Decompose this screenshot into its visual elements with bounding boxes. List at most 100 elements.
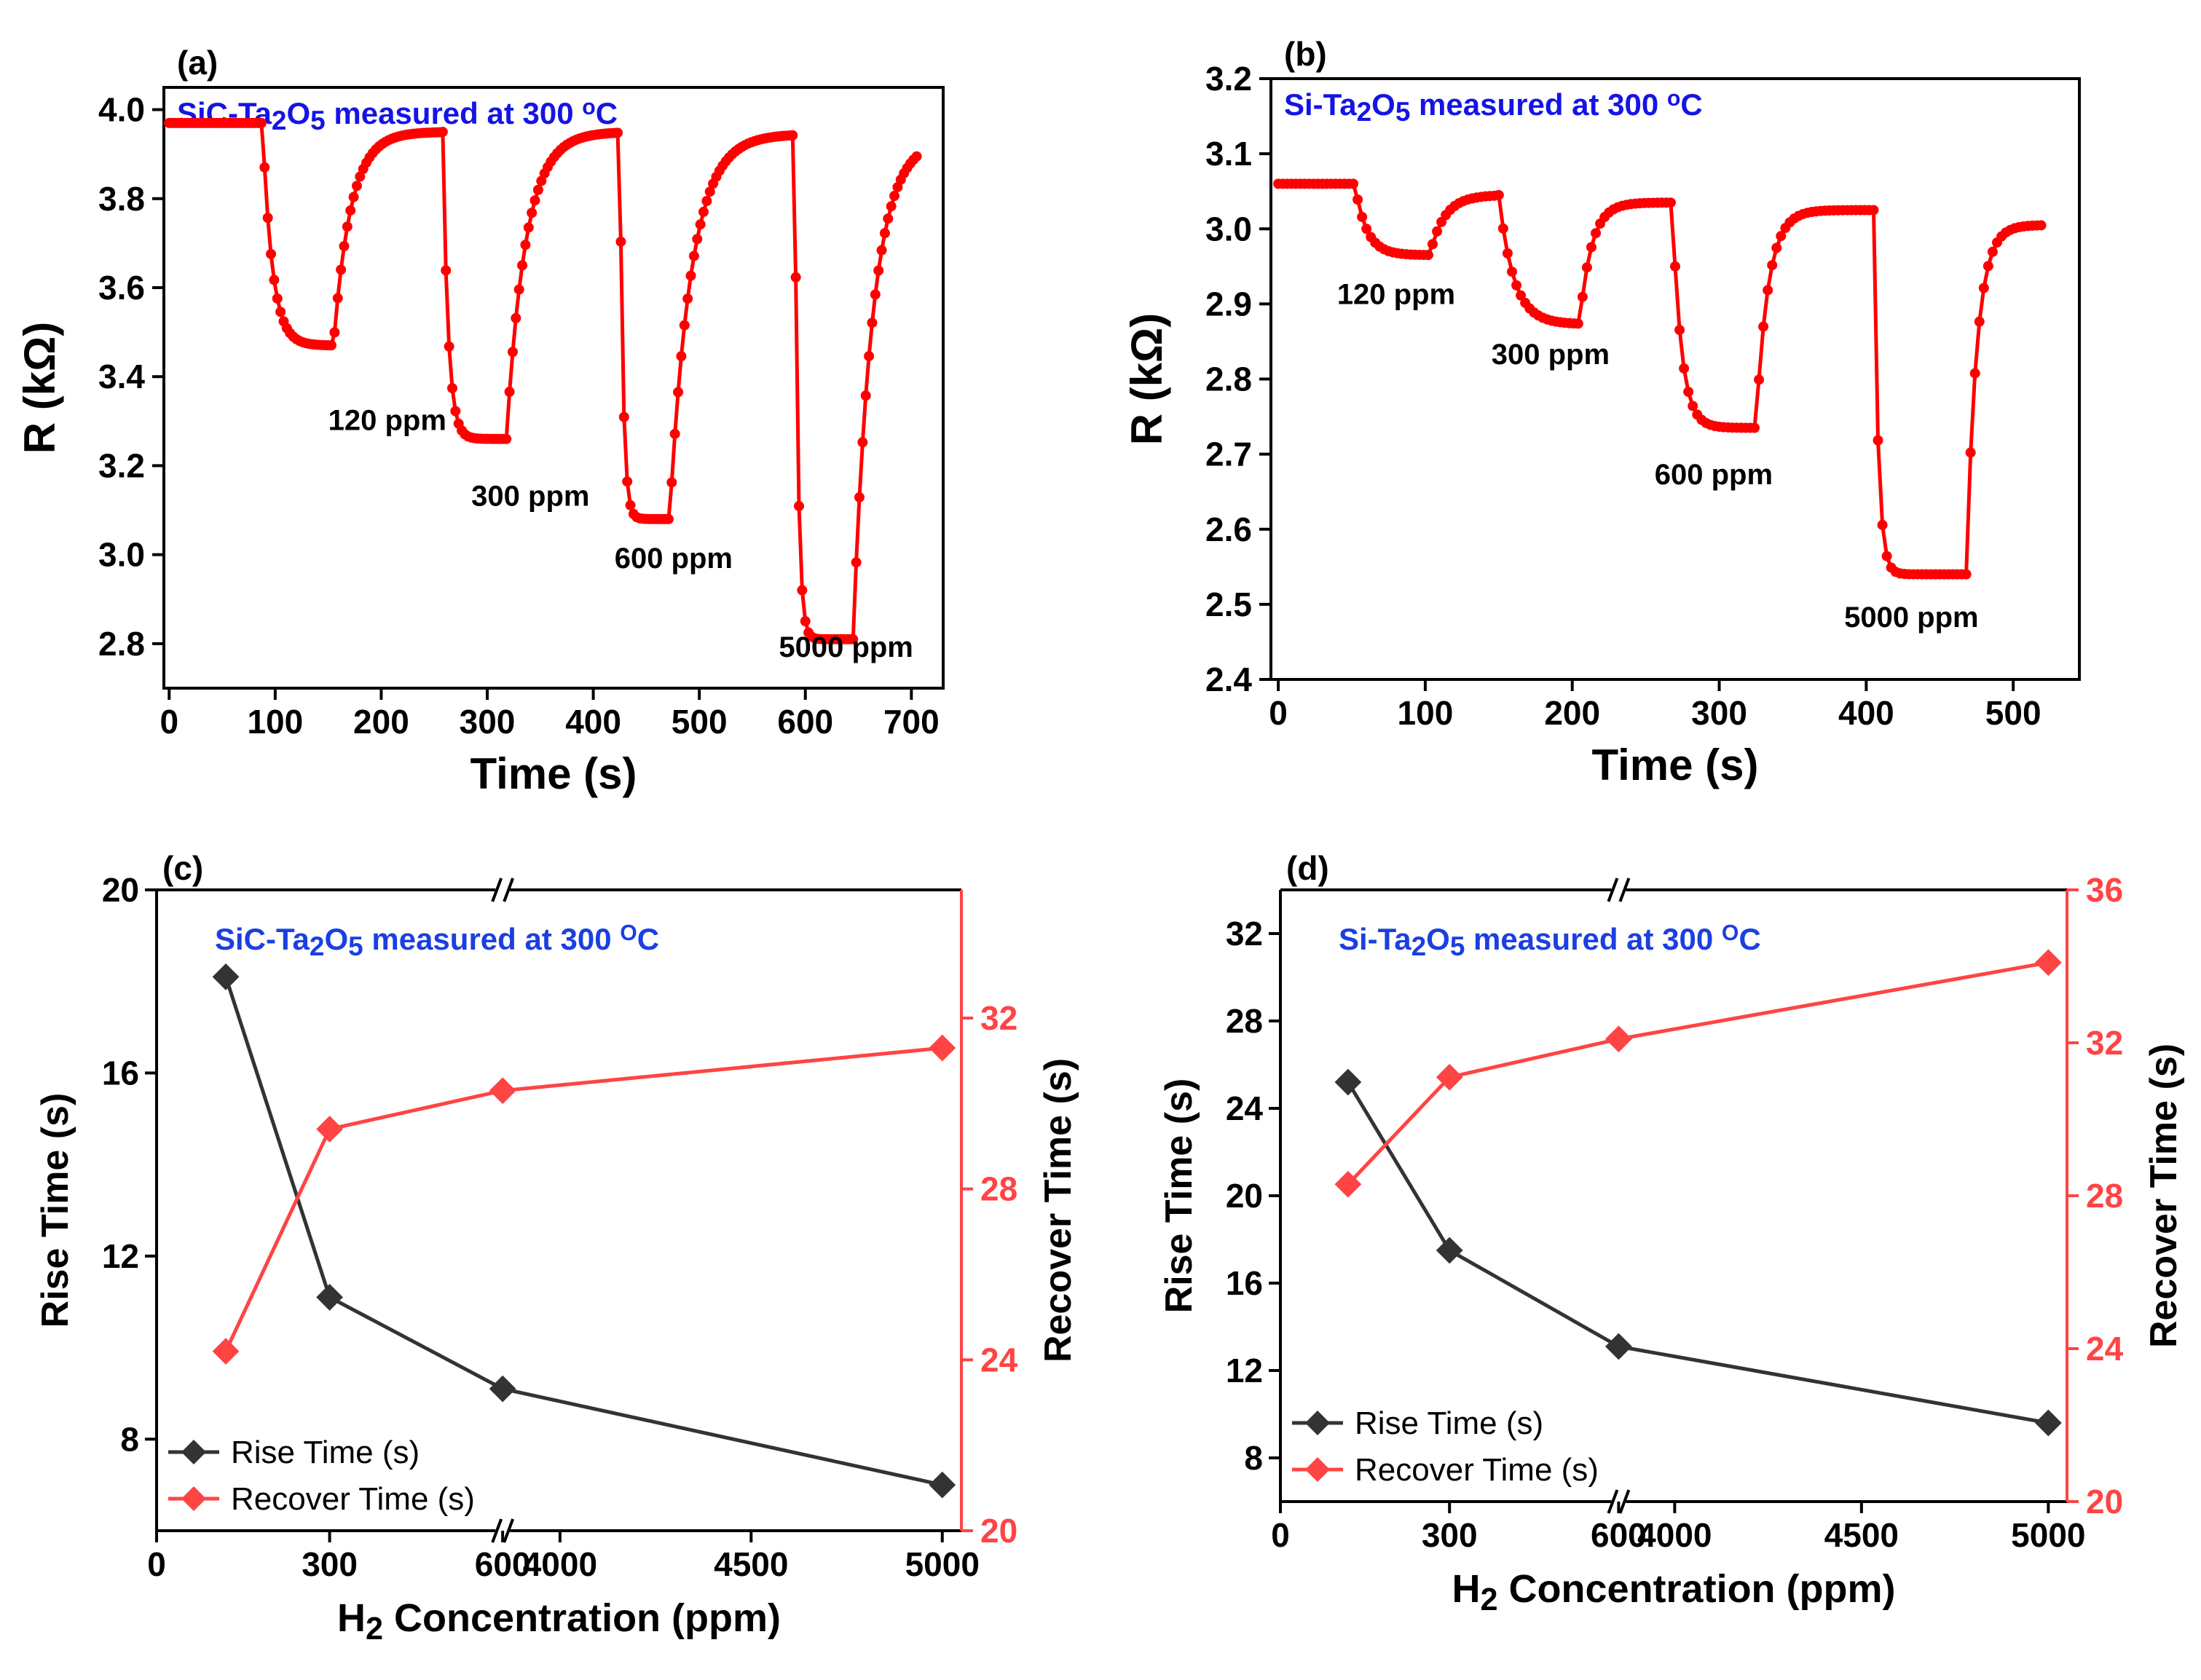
data-point bbox=[326, 340, 337, 351]
data-point bbox=[1577, 291, 1588, 302]
x-tick-label: 0 bbox=[1271, 1516, 1290, 1554]
chart-title-part: measured at 300 bbox=[363, 922, 621, 956]
data-point bbox=[870, 289, 881, 300]
panel-a: 0 100 200 300 400 500 600 700 2.8 3.0 3.2 3.4 3.6 3.8… bbox=[15, 44, 945, 798]
data-point-rise bbox=[929, 1471, 956, 1499]
x-tick-label: 4500 bbox=[714, 1545, 788, 1583]
y-tick-label: 32 bbox=[1226, 915, 1263, 953]
chart-title-part: 5 bbox=[310, 106, 326, 135]
data-point bbox=[876, 245, 887, 256]
data-point bbox=[873, 265, 884, 276]
chart-title-part: SiC-Ta bbox=[215, 922, 310, 956]
data-point bbox=[348, 192, 359, 202]
data-point bbox=[1688, 401, 1698, 411]
data-point bbox=[1428, 239, 1438, 250]
x-tick-label: 100 bbox=[1398, 694, 1454, 732]
data-point bbox=[1679, 363, 1690, 374]
concentration-annotation: 600 ppm bbox=[615, 543, 733, 575]
chart-title-part: o bbox=[1667, 87, 1680, 111]
data-point-recover bbox=[2034, 949, 2062, 977]
chart-title-part: 2 bbox=[310, 931, 325, 961]
plot-frame bbox=[1269, 77, 2081, 681]
data-point bbox=[1497, 223, 1508, 234]
data-point bbox=[1422, 250, 1433, 261]
data-point bbox=[1983, 261, 1993, 272]
chart-title-part: 2 bbox=[1411, 931, 1427, 961]
data-point bbox=[848, 634, 859, 644]
panel-label: (d) bbox=[1286, 849, 1329, 887]
x-tick-label: 300 bbox=[1691, 694, 1747, 732]
chart-title: Si-Ta2O5 measured at 300 OC bbox=[1339, 921, 1761, 962]
data-point bbox=[259, 162, 270, 173]
data-point bbox=[663, 513, 674, 524]
data-point bbox=[800, 616, 811, 627]
data-point-recover bbox=[1436, 1063, 1463, 1091]
data-point bbox=[698, 206, 709, 217]
concentration-annotation: 5000 ppm bbox=[1844, 602, 1979, 634]
y2-tick-label: 28 bbox=[980, 1170, 1017, 1208]
data-point bbox=[1581, 262, 1592, 273]
panel-label: (a) bbox=[177, 44, 218, 82]
data-point bbox=[1961, 569, 1972, 580]
y2-tick-label: 32 bbox=[2086, 1024, 2123, 1062]
chart-title-part: Si-Ta bbox=[1339, 922, 1411, 956]
x-tick-label: 300 bbox=[460, 703, 516, 741]
y-tick-label: 16 bbox=[102, 1054, 139, 1092]
data-point bbox=[520, 240, 531, 251]
data-point bbox=[1357, 211, 1368, 222]
x-tick-label: 600 bbox=[777, 703, 833, 741]
x-tick-label: 4500 bbox=[1824, 1516, 1899, 1554]
data-point bbox=[679, 320, 690, 331]
data-point bbox=[1432, 226, 1443, 237]
x-axis-label-part: H bbox=[337, 1596, 366, 1640]
x-axis-label: H2 Concentration (ppm) bbox=[337, 1596, 781, 1647]
plot-frame bbox=[162, 86, 945, 690]
data-point bbox=[864, 351, 875, 362]
y2-tick-label: 24 bbox=[2086, 1330, 2124, 1368]
data-point-recover bbox=[212, 1338, 240, 1365]
y2-axis-label: Recover Time (s) bbox=[1037, 1058, 1079, 1362]
data-point bbox=[517, 260, 528, 271]
data-point bbox=[262, 213, 273, 224]
legend-entry: Recover Time (s) bbox=[1355, 1452, 1599, 1488]
y-tick-label: 3.4 bbox=[98, 358, 145, 395]
panel-b: 0 100 200 300 400 500 2.4 2.5 2.6 2.7 2.8 2.9 3.0 3.1… bbox=[1122, 35, 2081, 789]
legend-entry: Recover Time (s) bbox=[231, 1481, 475, 1517]
x-tick-label: 100 bbox=[247, 703, 303, 741]
data-point bbox=[787, 130, 798, 141]
data-point-rise bbox=[212, 963, 240, 990]
data-point bbox=[1881, 551, 1892, 561]
y-tick-label: 28 bbox=[1226, 1002, 1263, 1040]
data-point bbox=[1776, 231, 1787, 242]
y2-tick-label: 28 bbox=[2086, 1177, 2123, 1215]
chart-title-part: O bbox=[1722, 921, 1739, 945]
data-point bbox=[1763, 285, 1773, 296]
y2-tick-label: 36 bbox=[2086, 871, 2123, 909]
panel-label: (b) bbox=[1284, 35, 1327, 73]
data-point bbox=[339, 241, 350, 252]
chart-title-part: Si-Ta bbox=[1284, 87, 1357, 122]
x-tick-label: 0 bbox=[160, 703, 178, 741]
x-axis-label-part: 2 bbox=[366, 1612, 383, 1647]
data-point-rise bbox=[489, 1375, 516, 1403]
x-tick-label: 0 bbox=[147, 1545, 166, 1583]
data-point bbox=[1572, 318, 1583, 329]
data-point bbox=[1506, 267, 1517, 277]
data-point bbox=[275, 307, 286, 318]
data-point-rise bbox=[2034, 1409, 2062, 1437]
data-point bbox=[673, 387, 684, 398]
chart-title-part: O bbox=[324, 922, 348, 956]
data-point bbox=[504, 387, 515, 398]
data-point bbox=[1665, 197, 1676, 208]
data-point bbox=[692, 234, 703, 245]
x-tick-label: 300 bbox=[302, 1545, 358, 1583]
data-point bbox=[666, 477, 677, 488]
concentration-annotation: 5000 ppm bbox=[779, 631, 913, 663]
data-point bbox=[1767, 260, 1778, 271]
concentration-annotation: 300 ppm bbox=[471, 480, 589, 512]
data-point-recover bbox=[1334, 1170, 1362, 1198]
chart-title-part: C bbox=[1680, 87, 1702, 122]
y2-tick-label: 32 bbox=[980, 999, 1017, 1037]
data-point bbox=[269, 275, 280, 285]
